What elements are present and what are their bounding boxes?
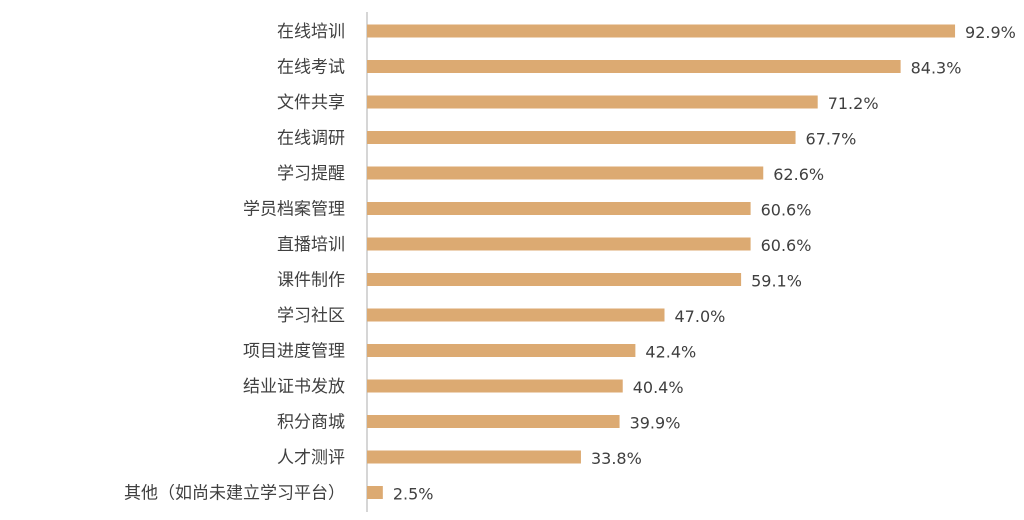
bar bbox=[367, 308, 665, 322]
category-label: 直播培训 bbox=[277, 235, 345, 255]
value-label: 59.1% bbox=[751, 272, 802, 291]
bar bbox=[367, 415, 620, 428]
value-label: 42.4% bbox=[645, 343, 696, 362]
value-labels-group: 92.9%84.3% 71.2% 67.7% 62.6% 60.6% 60.6% 59.1%… bbox=[393, 23, 1016, 504]
category-label: 在线调研 bbox=[277, 129, 345, 149]
value-label: 33.8% bbox=[591, 449, 642, 468]
value-label: 84.3% bbox=[911, 59, 962, 78]
bar bbox=[367, 379, 623, 393]
category-label: 学员档案管理 bbox=[243, 200, 345, 220]
bar bbox=[367, 131, 796, 144]
category-label: 文件共享 bbox=[277, 93, 345, 113]
bar bbox=[367, 450, 581, 464]
bar bbox=[367, 166, 764, 180]
bars-group bbox=[367, 24, 956, 499]
category-label: 学习社区 bbox=[277, 306, 345, 326]
category-label: 其他（如尚未建立学习平台） bbox=[124, 484, 345, 504]
bar bbox=[367, 273, 742, 286]
category-label: 积分商城 bbox=[277, 413, 345, 433]
bar bbox=[367, 237, 751, 251]
value-label: 2.5% bbox=[393, 485, 434, 504]
value-label: 71.2% bbox=[828, 94, 879, 113]
bar bbox=[367, 60, 901, 73]
category-label: 在线培训 bbox=[277, 22, 345, 42]
category-label: 结业证书发放 bbox=[243, 377, 345, 397]
value-label: 40.4% bbox=[633, 378, 684, 397]
category-label: 学习提醒 bbox=[277, 164, 345, 184]
value-label: 39.9% bbox=[630, 414, 681, 433]
category-label: 在线考试 bbox=[277, 58, 345, 78]
bar bbox=[367, 344, 636, 357]
bar bbox=[367, 24, 956, 38]
category-labels-group: 在线培训在线考试文件共享在线调研学习提醒学员档案管理直播培训课件制作学习社区项目… bbox=[124, 22, 345, 504]
value-label: 67.7% bbox=[806, 130, 857, 149]
category-label: 课件制作 bbox=[277, 271, 345, 291]
value-label: 60.6% bbox=[761, 236, 812, 255]
category-label: 项目进度管理 bbox=[243, 342, 345, 362]
value-label: 92.9% bbox=[965, 23, 1016, 42]
category-label: 人才测评 bbox=[277, 448, 345, 468]
value-label: 60.6% bbox=[761, 201, 812, 220]
bar bbox=[367, 95, 818, 109]
value-label: 47.0% bbox=[675, 307, 726, 326]
bar bbox=[367, 202, 751, 215]
value-label: 62.6% bbox=[773, 165, 824, 184]
bar bbox=[367, 486, 383, 499]
